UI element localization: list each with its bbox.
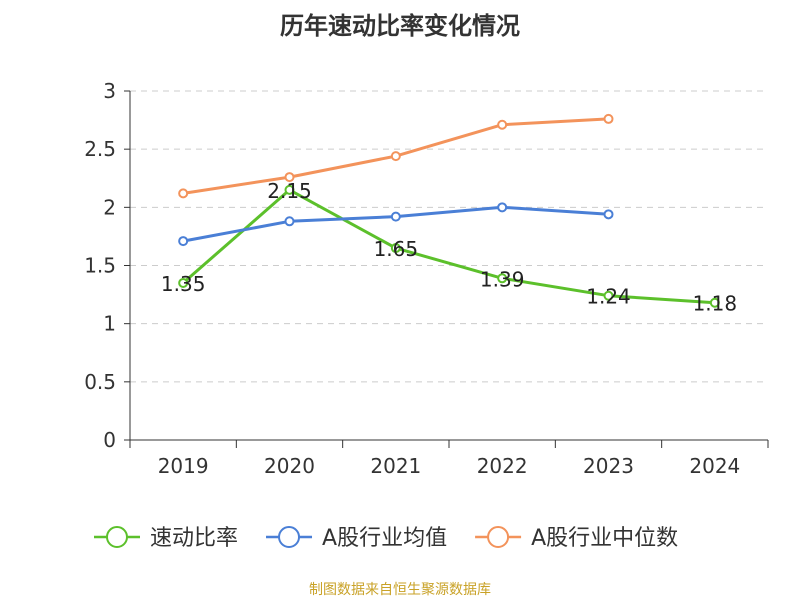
- y-tick-label: 1: [103, 312, 116, 336]
- series-lines: [178, 113, 720, 308]
- data-point: [390, 151, 401, 162]
- data-point: [709, 297, 720, 308]
- data-point: [390, 243, 401, 254]
- y-tick-label: 2: [103, 195, 116, 219]
- axes: 0 0.5 1 1.5 2 2.5 3 2019 2020 2021 2022 2023 2024: [84, 79, 769, 478]
- x-tick-label: 2019: [158, 454, 209, 478]
- data-label: 2.15: [267, 179, 312, 203]
- data-point: [178, 277, 189, 288]
- data-label: 1.18: [693, 292, 738, 316]
- y-tick-label: 0.5: [84, 370, 116, 394]
- legend-item[interactable]: 速动比率: [94, 526, 238, 551]
- data-point: [178, 188, 189, 199]
- data-point: [603, 209, 614, 220]
- data-point: [284, 184, 295, 195]
- chart-title: 历年速动比率变化情况: [280, 12, 520, 40]
- y-tick-label: 1.5: [84, 254, 116, 278]
- x-tick-label: 2021: [370, 454, 421, 478]
- data-label: 1.24: [586, 285, 631, 309]
- y-tick-label: 3: [103, 79, 116, 103]
- x-tick-label: 2022: [477, 454, 528, 478]
- data-point: [603, 113, 614, 124]
- x-tick-label: 2023: [583, 454, 634, 478]
- data-point: [178, 236, 189, 247]
- data-label: 1.65: [374, 237, 419, 261]
- data-point: [284, 216, 295, 227]
- legend-item[interactable]: A股行业均值: [266, 526, 447, 551]
- legend-item[interactable]: A股行业中位数: [475, 526, 678, 551]
- legend-marker: [106, 526, 128, 548]
- legend-marker: [487, 526, 510, 548]
- data-labels: 1.35 2.15 1.65 1.39 1.24 1.18: [161, 179, 737, 316]
- series-line: [182, 188, 715, 305]
- y-tick-label: 0: [103, 428, 116, 452]
- data-point: [497, 202, 508, 213]
- data-label: 1.35: [161, 272, 206, 296]
- legend-label: A股行业均值: [322, 526, 447, 551]
- y-tick-label: 2.5: [84, 137, 116, 161]
- data-point: [603, 290, 614, 301]
- grid-lines: [130, 90, 768, 383]
- data-point: [390, 211, 401, 222]
- legend[interactable]: 速动比率 A股行业均值 A股行业中位数: [94, 526, 678, 551]
- data-label: 1.39: [480, 267, 525, 291]
- data-point: [497, 273, 508, 284]
- data-point: [284, 172, 295, 183]
- legend-label: A股行业中位数: [531, 526, 678, 551]
- x-tick-label: 2020: [264, 454, 315, 478]
- legend-marker: [278, 526, 301, 548]
- legend-label: 速动比率: [150, 526, 238, 551]
- data-point: [497, 119, 508, 130]
- x-tick-label: 2024: [689, 454, 740, 478]
- source-note: 制图数据来自恒生聚源数据库: [309, 582, 491, 598]
